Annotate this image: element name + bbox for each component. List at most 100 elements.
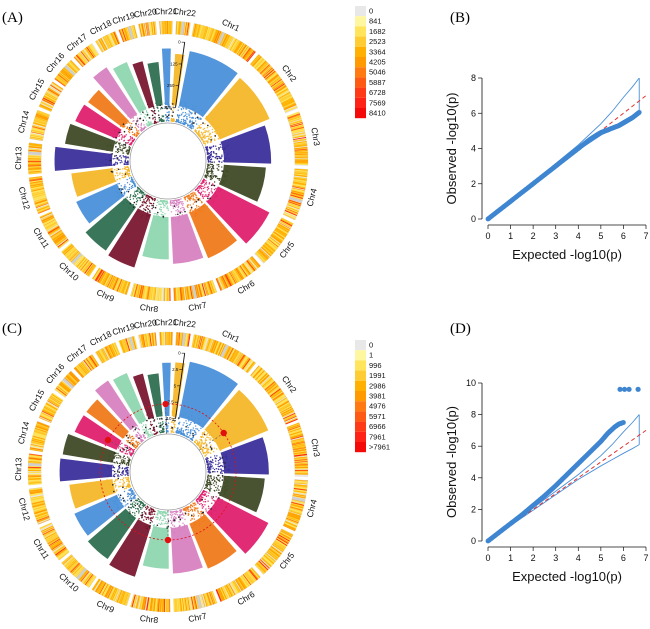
snp-point bbox=[177, 206, 179, 209]
density-stripe bbox=[39, 416, 52, 423]
snp-point bbox=[108, 458, 110, 461]
snp-point bbox=[121, 161, 123, 163]
snp-point bbox=[204, 501, 207, 503]
density-stripe bbox=[103, 584, 111, 597]
snp-point bbox=[132, 511, 134, 514]
density-stripe bbox=[250, 568, 260, 579]
density-stripe bbox=[281, 409, 294, 417]
density-stripe bbox=[198, 284, 203, 297]
density-stripe bbox=[101, 583, 109, 596]
density-stripe bbox=[217, 277, 224, 290]
density-stripe bbox=[46, 401, 59, 409]
snp-point bbox=[156, 219, 158, 221]
density-stripe bbox=[146, 22, 150, 36]
density-stripe bbox=[36, 423, 50, 429]
snp-point bbox=[214, 127, 217, 129]
density-stripe bbox=[174, 287, 177, 301]
density-stripe bbox=[60, 70, 72, 80]
density-gap-band bbox=[76, 568, 87, 580]
snp-point bbox=[204, 186, 206, 189]
snp-point bbox=[117, 494, 120, 496]
density-stripe bbox=[276, 88, 289, 96]
snp-point bbox=[205, 447, 208, 449]
snp-point bbox=[210, 146, 212, 148]
snp-point bbox=[208, 477, 210, 479]
density-stripe bbox=[293, 139, 307, 143]
snp-point bbox=[206, 479, 209, 482]
snp-point-dark bbox=[184, 512, 187, 515]
density-stripe bbox=[51, 230, 63, 239]
snp-point bbox=[212, 183, 214, 185]
snp-point bbox=[128, 183, 131, 186]
snp-point bbox=[155, 525, 157, 528]
snp-point bbox=[128, 172, 130, 174]
snp-point-dark bbox=[166, 527, 168, 529]
density-stripe bbox=[119, 29, 125, 42]
snp-point bbox=[219, 494, 221, 497]
density-gap-band bbox=[191, 285, 197, 299]
snp-point bbox=[208, 135, 210, 137]
snp-point bbox=[151, 521, 153, 523]
snp-point bbox=[195, 507, 197, 509]
snp-point-dark bbox=[211, 161, 213, 163]
density-stripe bbox=[278, 92, 291, 100]
density-stripe bbox=[28, 477, 42, 480]
density-stripe bbox=[130, 25, 135, 39]
snp-point bbox=[118, 462, 121, 465]
density-stripe bbox=[291, 126, 305, 131]
snp-point bbox=[182, 209, 184, 211]
snp-point bbox=[218, 160, 220, 162]
snp-point bbox=[153, 217, 155, 219]
density-stripe bbox=[74, 255, 84, 266]
snp-point bbox=[165, 520, 167, 523]
density-stripe bbox=[227, 37, 235, 50]
snp-point bbox=[221, 148, 224, 150]
snp-point bbox=[110, 487, 112, 489]
density-stripe bbox=[28, 459, 42, 462]
snp-point-dark bbox=[154, 116, 156, 119]
snp-point bbox=[136, 186, 139, 189]
snp-point bbox=[184, 111, 187, 114]
snp-point bbox=[132, 194, 135, 197]
density-stripe bbox=[214, 30, 220, 44]
snp-point bbox=[130, 492, 132, 495]
density-stripe bbox=[187, 597, 191, 611]
snp-point bbox=[139, 506, 141, 508]
snp-point bbox=[167, 209, 170, 211]
snp-point bbox=[180, 198, 182, 200]
density-stripe bbox=[273, 393, 285, 402]
snp-point bbox=[123, 488, 126, 490]
snp-point bbox=[201, 134, 203, 136]
density-stripe bbox=[29, 178, 43, 182]
density-stripe bbox=[251, 55, 261, 67]
density-stripe bbox=[187, 286, 191, 300]
snp-point bbox=[199, 513, 201, 515]
snp-point bbox=[114, 169, 116, 171]
density-stripe bbox=[55, 547, 67, 556]
snp-point bbox=[194, 422, 196, 425]
density-stripe bbox=[285, 418, 298, 425]
snp-point bbox=[182, 202, 184, 205]
snp-point bbox=[109, 143, 112, 146]
density-stripe bbox=[133, 284, 138, 297]
snp-point bbox=[151, 198, 154, 200]
snp-point bbox=[210, 188, 213, 190]
snp-point bbox=[210, 178, 212, 181]
snp-point-dark bbox=[118, 464, 121, 467]
inner-baseline-circle bbox=[129, 122, 207, 200]
snp-point bbox=[154, 122, 157, 124]
snp-point bbox=[132, 133, 134, 136]
density-stripe bbox=[40, 213, 53, 220]
snp-point bbox=[171, 218, 173, 220]
density-stripe bbox=[32, 503, 46, 509]
manhattan-block-chr2 bbox=[204, 389, 269, 451]
density-stripe bbox=[260, 375, 271, 386]
density-stripe bbox=[243, 359, 252, 371]
density-stripe bbox=[96, 269, 104, 282]
snp-point bbox=[158, 200, 160, 203]
snp-point bbox=[206, 485, 208, 488]
snp-point bbox=[126, 142, 128, 144]
density-stripe bbox=[66, 559, 77, 570]
density-stripe bbox=[294, 145, 308, 149]
snp-point-dark bbox=[122, 497, 124, 499]
